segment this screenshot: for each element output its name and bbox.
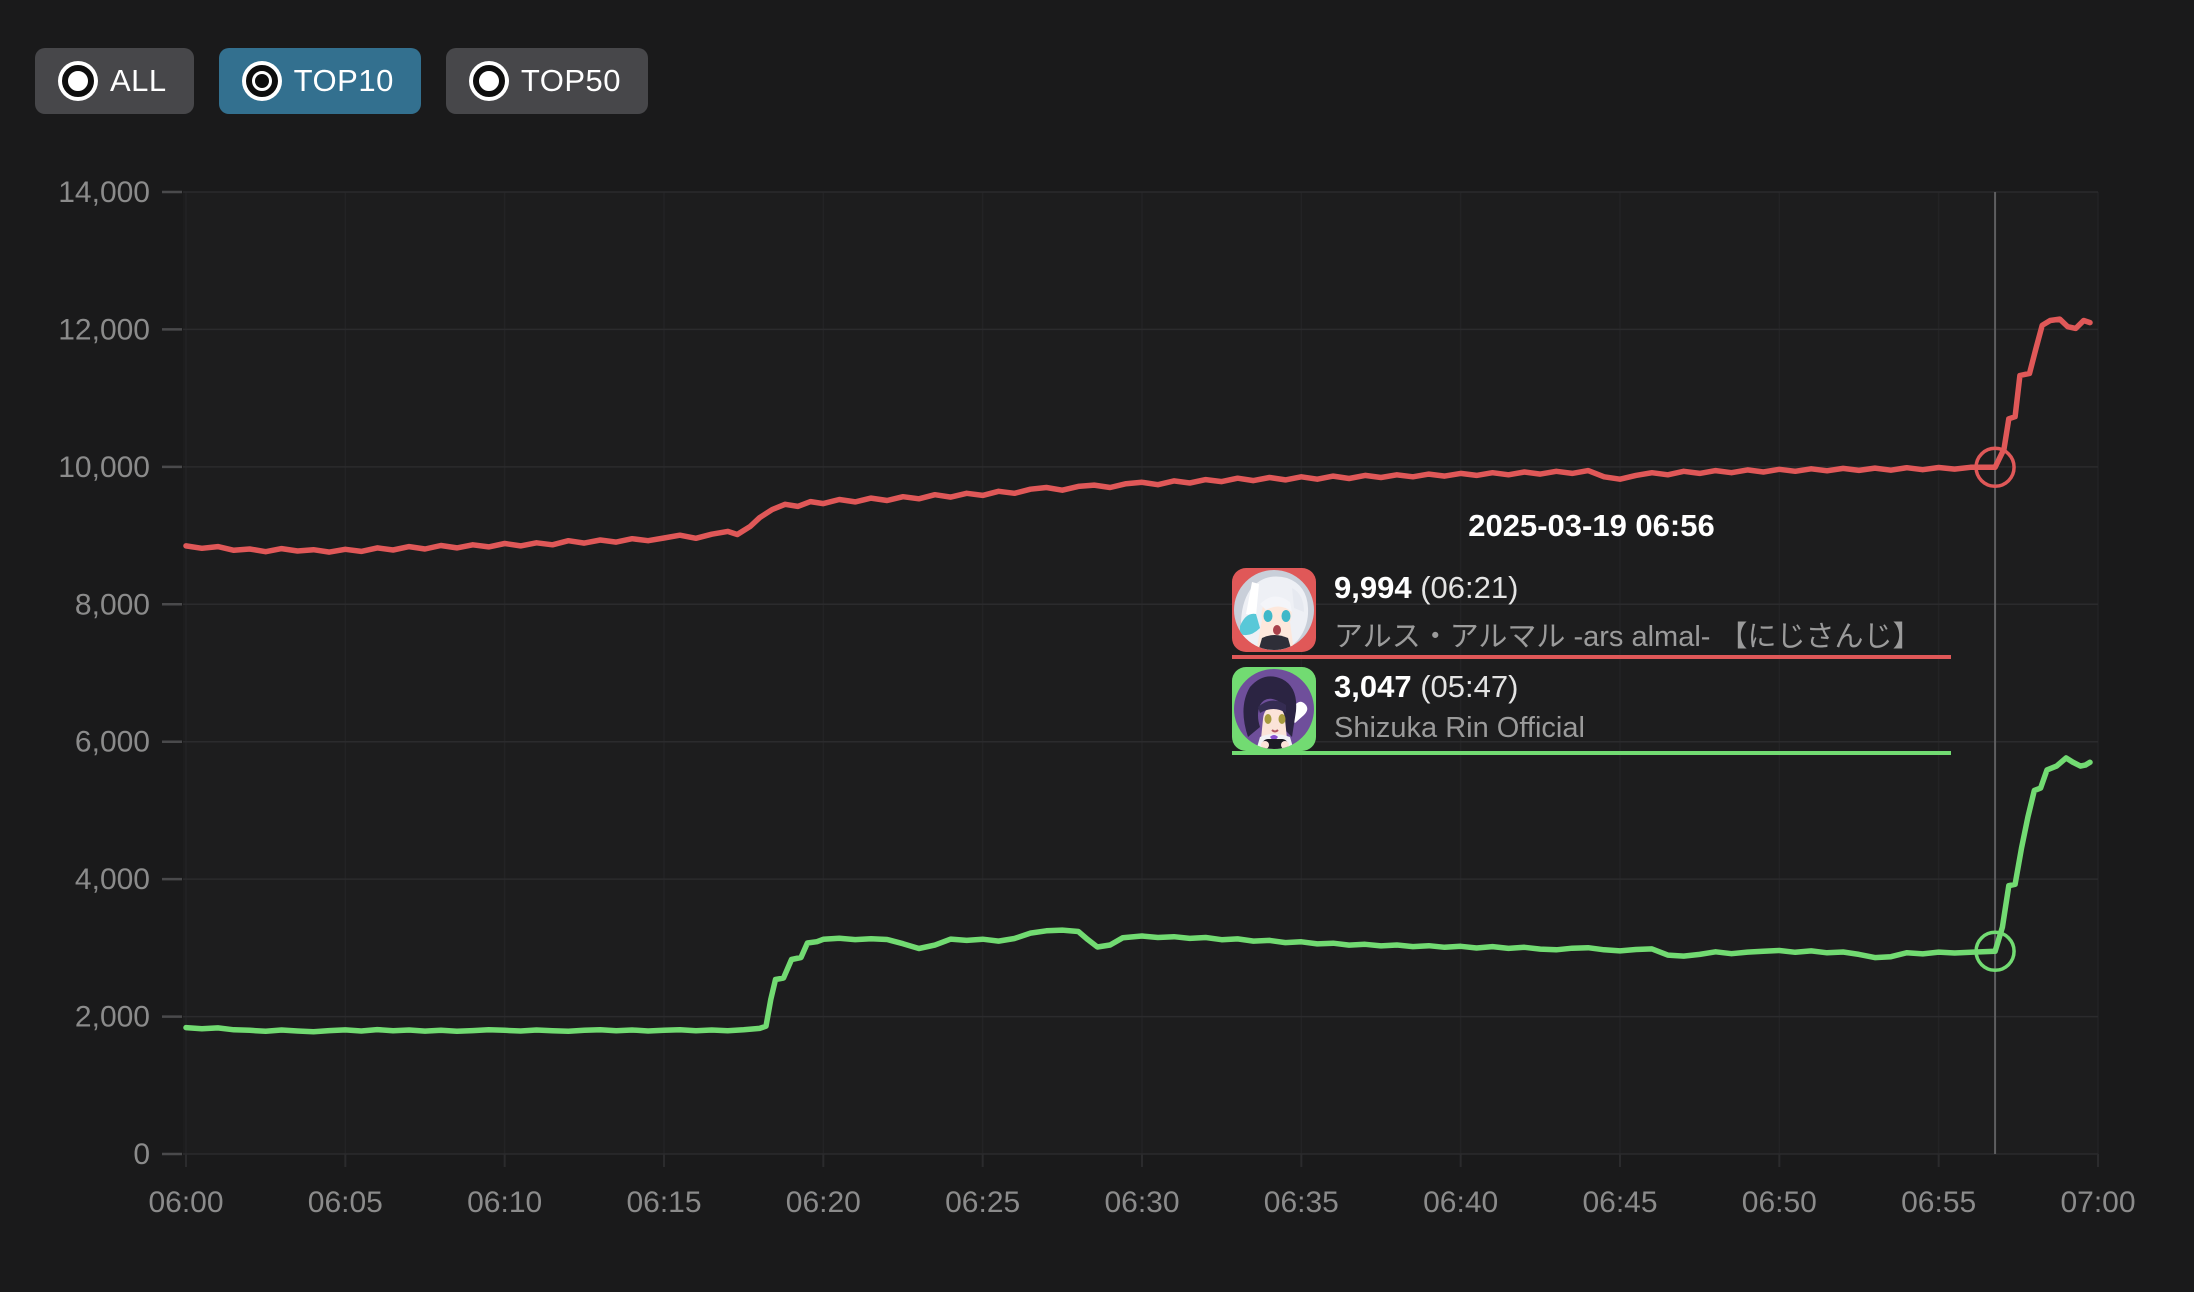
svg-text:12,000: 12,000 xyxy=(58,313,150,346)
svg-text:06:55: 06:55 xyxy=(1901,1186,1976,1219)
svg-text:06:15: 06:15 xyxy=(626,1186,701,1219)
svg-text:4,000: 4,000 xyxy=(75,863,150,896)
svg-text:06:20: 06:20 xyxy=(786,1186,861,1219)
svg-text:06:50: 06:50 xyxy=(1742,1186,1817,1219)
svg-text:0: 0 xyxy=(133,1138,150,1171)
svg-text:06:25: 06:25 xyxy=(945,1186,1020,1219)
svg-text:06:35: 06:35 xyxy=(1264,1186,1339,1219)
svg-text:07:00: 07:00 xyxy=(2060,1186,2135,1219)
filter-bar: ALL TOP10 TOP50 xyxy=(35,48,648,114)
svg-text:06:10: 06:10 xyxy=(467,1186,542,1219)
svg-text:6,000: 6,000 xyxy=(75,726,150,759)
radio-icon xyxy=(62,65,94,97)
svg-text:06:30: 06:30 xyxy=(1104,1186,1179,1219)
svg-text:10,000: 10,000 xyxy=(58,451,150,484)
filter-button-top50[interactable]: TOP50 xyxy=(445,48,648,114)
svg-text:8,000: 8,000 xyxy=(75,588,150,621)
filter-button-all[interactable]: ALL xyxy=(35,48,194,114)
filter-label: ALL xyxy=(110,63,167,98)
filter-label: TOP50 xyxy=(520,63,621,98)
radio-selected-icon xyxy=(245,65,278,97)
filter-label: TOP10 xyxy=(293,63,394,98)
svg-text:06:40: 06:40 xyxy=(1423,1186,1498,1219)
filter-button-top10[interactable]: TOP10 xyxy=(218,48,421,114)
svg-text:06:00: 06:00 xyxy=(148,1186,223,1219)
svg-text:2,000: 2,000 xyxy=(75,1001,150,1034)
svg-text:06:45: 06:45 xyxy=(1582,1186,1657,1219)
svg-text:14,000: 14,000 xyxy=(58,176,150,209)
svg-text:06:05: 06:05 xyxy=(308,1186,383,1219)
radio-icon xyxy=(472,65,505,97)
